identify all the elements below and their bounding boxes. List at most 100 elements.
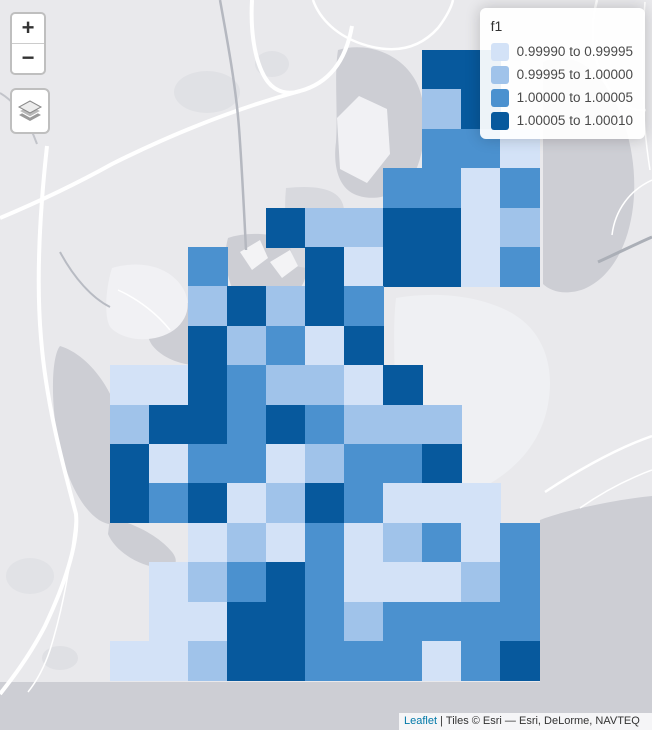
grid-cell[interactable] xyxy=(422,128,462,169)
grid-cell[interactable] xyxy=(383,444,423,484)
grid-cell[interactable] xyxy=(500,562,540,603)
grid-cell[interactable] xyxy=(227,522,267,563)
grid-cell[interactable] xyxy=(344,325,384,366)
grid-cell[interactable] xyxy=(305,325,345,366)
grid-cell[interactable] xyxy=(266,444,306,484)
grid-cell[interactable] xyxy=(500,168,540,209)
grid-cell[interactable] xyxy=(500,207,540,248)
grid-cell[interactable] xyxy=(422,444,462,484)
grid-cell[interactable] xyxy=(344,562,384,603)
grid-cell[interactable] xyxy=(344,522,384,563)
grid-cell[interactable] xyxy=(305,365,345,406)
grid-cell[interactable] xyxy=(305,247,345,287)
grid-cell[interactable] xyxy=(461,483,501,524)
grid-cell[interactable] xyxy=(422,247,462,287)
grid-cell[interactable] xyxy=(227,483,267,524)
grid-cell[interactable] xyxy=(188,365,228,406)
grid-cell[interactable] xyxy=(383,601,423,642)
grid-cell[interactable] xyxy=(383,247,423,287)
grid-cell[interactable] xyxy=(383,641,423,681)
grid-cell[interactable] xyxy=(266,365,306,406)
grid-cell[interactable] xyxy=(149,641,189,681)
grid-cell[interactable] xyxy=(344,286,384,327)
grid-cell[interactable] xyxy=(188,641,228,681)
leaflet-link[interactable]: Leaflet xyxy=(404,715,438,727)
grid-cell[interactable] xyxy=(149,444,189,484)
grid-cell[interactable] xyxy=(188,444,228,484)
grid-cell[interactable] xyxy=(500,601,540,642)
grid-cell[interactable] xyxy=(149,562,189,603)
grid-cell[interactable] xyxy=(266,325,306,366)
grid-cell[interactable] xyxy=(305,601,345,642)
grid-cell[interactable] xyxy=(344,207,384,248)
grid-cell[interactable] xyxy=(266,207,306,248)
grid-cell[interactable] xyxy=(383,483,423,524)
grid-cell[interactable] xyxy=(110,365,150,406)
grid-cell[interactable] xyxy=(266,522,306,563)
grid-cell[interactable] xyxy=(461,601,501,642)
grid-cell[interactable] xyxy=(422,207,462,248)
grid-cell[interactable] xyxy=(461,641,501,681)
zoom-out-button[interactable]: − xyxy=(12,44,44,73)
grid-cell[interactable] xyxy=(227,562,267,603)
grid-cell[interactable] xyxy=(188,247,228,287)
grid-cell[interactable] xyxy=(110,641,150,681)
grid-cell[interactable] xyxy=(422,641,462,681)
grid-cell[interactable] xyxy=(422,601,462,642)
grid-cell[interactable] xyxy=(344,601,384,642)
grid-cell[interactable] xyxy=(227,641,267,681)
grid-cell[interactable] xyxy=(500,522,540,563)
grid-cell[interactable] xyxy=(383,207,423,248)
grid-cell[interactable] xyxy=(344,404,384,445)
grid-cell[interactable] xyxy=(500,247,540,287)
grid-cell[interactable] xyxy=(305,562,345,603)
grid-cell[interactable] xyxy=(422,50,462,90)
grid-cell[interactable] xyxy=(149,601,189,642)
grid-cell[interactable] xyxy=(422,168,462,209)
grid-cell[interactable] xyxy=(305,404,345,445)
grid-cell[interactable] xyxy=(149,483,189,524)
grid-cell[interactable] xyxy=(461,562,501,603)
grid-cell[interactable] xyxy=(266,286,306,327)
grid-cell[interactable] xyxy=(422,89,462,130)
grid-cell[interactable] xyxy=(227,365,267,406)
grid-cell[interactable] xyxy=(305,641,345,681)
grid-cell[interactable] xyxy=(344,483,384,524)
grid-cell[interactable] xyxy=(422,404,462,445)
grid-cell[interactable] xyxy=(149,365,189,406)
grid-cell[interactable] xyxy=(344,365,384,406)
grid-cell[interactable] xyxy=(266,601,306,642)
grid-cell[interactable] xyxy=(188,325,228,366)
grid-cell[interactable] xyxy=(422,522,462,563)
grid-cell[interactable] xyxy=(383,365,423,406)
grid-cell[interactable] xyxy=(344,247,384,287)
grid-cell[interactable] xyxy=(227,601,267,642)
grid-cell[interactable] xyxy=(266,404,306,445)
grid-cell[interactable] xyxy=(227,404,267,445)
grid-cell[interactable] xyxy=(305,286,345,327)
grid-cell[interactable] xyxy=(344,444,384,484)
grid-cell[interactable] xyxy=(227,325,267,366)
grid-cell[interactable] xyxy=(383,522,423,563)
grid-cell[interactable] xyxy=(383,404,423,445)
grid-cell[interactable] xyxy=(188,483,228,524)
grid-cell[interactable] xyxy=(110,404,150,445)
grid-cell[interactable] xyxy=(188,404,228,445)
grid-cell[interactable] xyxy=(305,207,345,248)
grid-cell[interactable] xyxy=(188,562,228,603)
grid-cell[interactable] xyxy=(422,562,462,603)
grid-cell[interactable] xyxy=(227,444,267,484)
grid-cell[interactable] xyxy=(266,483,306,524)
grid-cell[interactable] xyxy=(266,562,306,603)
grid-cell[interactable] xyxy=(383,562,423,603)
grid-cell[interactable] xyxy=(461,168,501,209)
grid-cell[interactable] xyxy=(227,286,267,327)
grid-cell[interactable] xyxy=(383,168,423,209)
grid-cell[interactable] xyxy=(188,601,228,642)
grid-cell[interactable] xyxy=(500,641,540,681)
grid-cell[interactable] xyxy=(188,286,228,327)
grid-cell[interactable] xyxy=(461,247,501,287)
grid-cell[interactable] xyxy=(110,444,150,484)
grid-cell[interactable] xyxy=(344,641,384,681)
